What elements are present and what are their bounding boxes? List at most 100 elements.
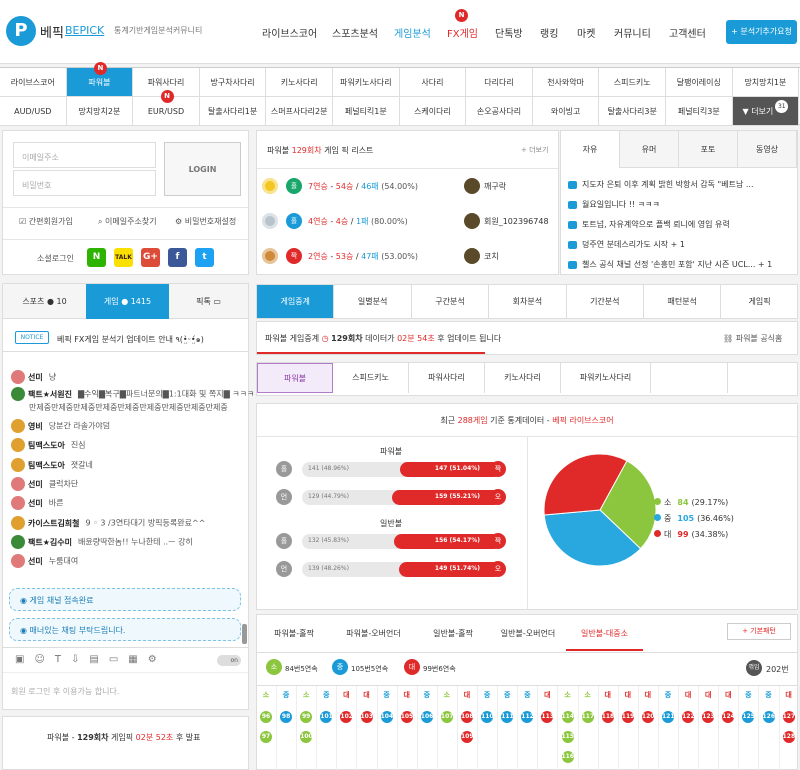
image-icon[interactable]: ▤ [89,654,109,665]
chat-username[interactable]: 카이스트김희철 [28,518,80,528]
game-tab[interactable]: 와이빙고 [532,97,600,126]
game-tab[interactable]: 달팽이레이싱 [666,68,733,97]
game-tab[interactable]: 스머프사다리2분 [266,97,333,126]
pattern-tab[interactable]: 일반볼-오버언더 [500,629,556,638]
chat-input[interactable]: 회원 로그인 후 이용가능 합니다. [11,687,120,696]
game-tab[interactable]: 방구차사다리 [199,68,267,97]
game-tab[interactable]: 탈출사다리3분 [599,97,666,126]
facebook-login-button[interactable]: f [168,248,187,267]
game-tab[interactable]: 라이브스코어 [0,68,67,97]
nav-item[interactable]: 라이브스코어 [262,29,318,40]
request-analyzer-button[interactable]: + 분석기추가요청 [726,20,797,44]
nav-item[interactable]: 커뮤니티 [614,29,651,40]
twitter-login-button[interactable]: t [195,248,214,267]
game-sub-tab[interactable]: 파워볼 [257,363,333,393]
nav-item[interactable]: FX게임 [447,29,479,40]
chat-tab-picktalk[interactable]: 픽톡 ▭ [169,284,248,319]
game-tab[interactable]: 다리다리 [466,68,533,97]
reset-password-link[interactable]: ⚙ 비밀번호재설정 [175,217,237,226]
game-sub-tab[interactable]: 파워사다리 [409,363,485,393]
settings-icon[interactable]: ⚙ [147,654,167,665]
brand-en[interactable]: BEPICK [65,24,105,37]
chat-username[interactable]: 영비 [28,421,43,431]
chat-tab-game[interactable]: 게임 ● 1415 [86,284,169,319]
news-tab[interactable]: 동영상 [738,131,797,168]
chat-username[interactable]: 팩트★서원진 [28,389,72,399]
news-item[interactable]: 토트넘, 자유계약으로 플백 뢰니에 영입 유력 [568,219,730,230]
chat-username[interactable]: 선미 [28,372,43,382]
notice-text[interactable]: 베픽 FX게임 분석기 업데이트 안내 ٩(•̤̀ᵕ•̤́๑) [57,335,204,344]
pattern-tab[interactable]: 파워볼-홀짝 [274,629,314,638]
analysis-tab[interactable]: 게임픽 [721,285,797,318]
official-site-link[interactable]: ⛓ 파워볼 공식홈 [723,333,782,344]
analysis-tab[interactable]: 기간분석 [567,285,644,318]
google-login-button[interactable]: G+ [141,248,160,267]
game-tab[interactable]: 천사와악마 [532,68,600,97]
game-tab[interactable]: 파워키노사다리 [333,68,400,97]
brand-name[interactable]: 베픽 [40,26,64,41]
pick-username[interactable]: 깨구락 [484,182,507,191]
news-tab[interactable]: 유머 [620,131,679,168]
attach-icon[interactable]: ⇩ [71,654,90,665]
game-tab[interactable]: 망치망치2분 [66,97,134,126]
game-tab[interactable]: 사다리 [399,68,467,97]
nav-item[interactable]: 마켓 [577,29,596,40]
analysis-tab[interactable]: 패턴분석 [644,285,722,318]
pick-username[interactable]: 코치 [484,252,499,261]
news-tab[interactable]: 자유 [561,131,620,168]
game-sub-tab[interactable]: 파워키노사다리 [561,363,651,393]
chat-scrollbar[interactable] [242,624,247,644]
pick-username[interactable]: 회원_102396748 [484,217,549,226]
logo-icon[interactable]: P [6,16,36,46]
email-field[interactable]: 이메일주소 [13,142,156,168]
chat-tab-sports[interactable]: 스포츠 ● 10 [3,284,86,319]
nav-item[interactable]: 고객센터 [669,29,706,40]
nav-item[interactable]: 스포츠분석 [332,29,378,40]
game-tab[interactable]: 탈출사다리1분 [199,97,267,126]
chat-username[interactable]: 팩트★김수미 [28,537,72,547]
pick-row[interactable]: 홀 7연승 - 54승 / 46패 (54.00%) 깨구락 [262,172,552,202]
emoji-icon[interactable]: ☺ [34,654,55,665]
naver-login-button[interactable]: N [87,248,106,267]
game-tab[interactable]: 스케이다리 [399,97,467,126]
game-sub-tab[interactable]: 스피드키노 [333,363,409,393]
signup-link[interactable]: ☑ 간편회원가입 [19,217,73,226]
analysis-tab[interactable]: 일별분석 [334,285,412,318]
chat-toggle[interactable]: on [217,655,241,666]
chat-username[interactable]: 팀맥스도아 [28,460,65,470]
nav-item[interactable]: 랭킹 [540,29,559,40]
game-sub-tab[interactable]: 키노사다리 [485,363,561,393]
pick-row[interactable]: 짝 2연승 - 53승 / 47패 (53.00%) 코치 [262,242,552,272]
game-tab[interactable]: AUD/USD [0,97,67,126]
pattern-button[interactable]: + 기본패턴 [727,623,791,640]
chat-username[interactable]: 팀맥스도아 [28,440,65,450]
game-tab[interactable]: 손오공사다리 [466,97,533,126]
pick-list-more-link[interactable]: + 더보기 [521,146,549,154]
pick-row[interactable]: 홀 4연승 - 4승 / 1패 (80.00%) 회원_102396748 [262,207,552,237]
login-button[interactable]: LOGIN [164,142,241,196]
nav-item[interactable]: 단톡방 [495,29,523,40]
game-tab[interactable]: 스피드키노 [599,68,666,97]
news-tab[interactable]: 포토 [679,131,738,168]
news-item[interactable]: 월요일입니다 !! ㅋㅋㅋ [568,199,660,210]
news-item[interactable]: 첼스 공식 채널 선정 '손흥민 포함' 지난 시즌 UCL... + 1 [568,259,772,270]
message-icon[interactable]: ▭ [108,654,129,665]
game-tab[interactable]: 페널티킥1분 [333,97,400,126]
game-tab[interactable]: 페널티킥3분 [666,97,733,126]
analysis-tab[interactable]: 구간분석 [412,285,490,318]
news-item[interactable]: 덩주연 분데스리가도 시작 + 1 [568,239,685,250]
game-tab[interactable]: 망치망치1분 [732,68,800,97]
news-item[interactable]: 지도자 은퇴 이후 계획 밝힌 박항서 감독 "베트남 ... [568,179,754,190]
chart-icon[interactable]: ▦ [128,654,148,665]
chat-username[interactable]: 선미 [28,479,43,489]
chat-username[interactable]: 선미 [28,498,43,508]
analysis-tab[interactable]: 게임중계 [257,285,335,318]
game-tab[interactable]: EUR/USD [133,97,200,126]
game-tab[interactable]: 키노사다리 [266,68,333,97]
analysis-tab[interactable]: 회차분석 [489,285,567,318]
password-field[interactable]: 비밀번호 [13,170,156,196]
font-icon[interactable]: ▣ [15,654,35,665]
text-icon[interactable]: T [54,654,71,665]
kakao-login-button[interactable]: TALK [114,248,133,267]
pattern-tab[interactable]: 일반볼-홀짝 [433,629,473,638]
